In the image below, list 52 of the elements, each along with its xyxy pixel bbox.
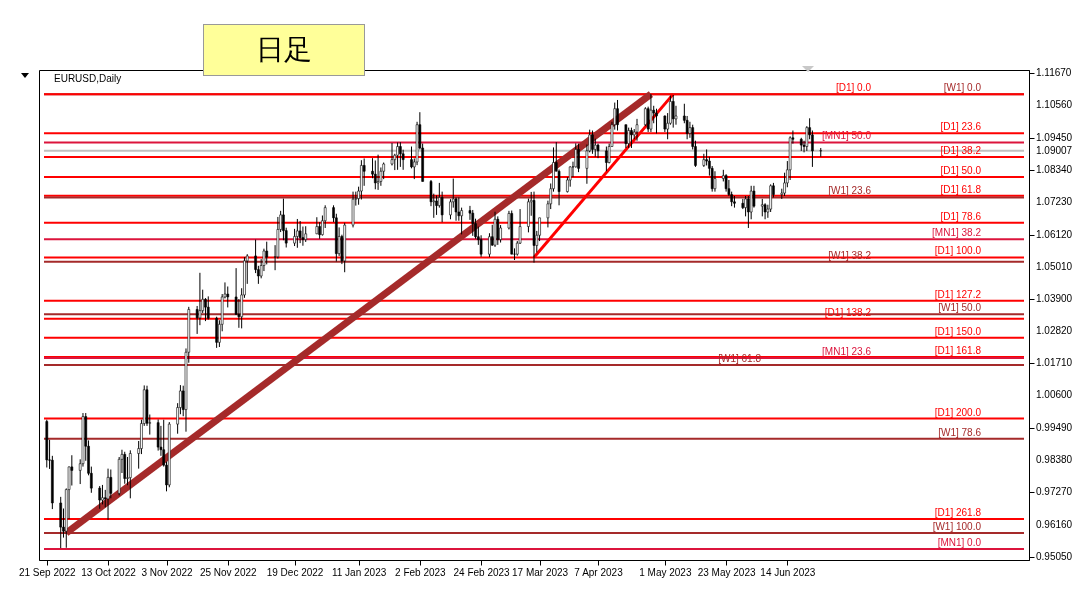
ref-line-label: [D1] 161.8: [934, 344, 982, 356]
x-tick-label: 3 Nov 2022: [141, 566, 194, 578]
y-tick-label: 1.01710: [1036, 357, 1073, 369]
y-tick-label: 1.00600: [1036, 389, 1073, 401]
x-tick-label: 14 Jun 2023: [760, 566, 816, 578]
x-tick-label: 19 Dec 2022: [266, 566, 324, 578]
ref-line-label: [D1] 50.0: [940, 165, 982, 177]
y-tick-label: 0.96160: [1036, 518, 1073, 530]
y-tick-label: 1.11670: [1036, 67, 1072, 79]
x-tick-label: 13 Oct 2022: [81, 566, 137, 578]
ref-line-label: [MN1] 38.2: [932, 227, 982, 239]
ref-line-label: [W1] 23.6: [828, 185, 872, 197]
x-tick-label: 11 Jan 2023: [331, 566, 387, 578]
x-tick-label: 2 Feb 2023: [395, 566, 447, 578]
ref-line-label: [W1] 78.6: [938, 426, 982, 438]
ref-line-label: [D1] 78.6: [940, 210, 982, 222]
y-tick-label: 1.03900: [1036, 293, 1073, 305]
x-tick-label: 24 Feb 2023: [453, 566, 511, 578]
ref-line-label: [D1] 23.6: [940, 121, 982, 133]
ref-line-label: [D1] 100.0: [934, 245, 982, 257]
ref-line-label: [D1] 0.0: [835, 82, 872, 94]
annotation: EURUSD,Daily: [54, 73, 122, 84]
ref-line-label: [D1] 61.8: [940, 183, 982, 195]
ref-line-label: [MN1] 0.0: [937, 536, 982, 548]
ref-line-label: [MN1] 23.6: [822, 346, 872, 358]
y-tick-label: 1.06120: [1036, 228, 1073, 240]
y-tick-label: 0.99490: [1036, 421, 1073, 433]
x-tick-label: 23 May 2023: [697, 566, 756, 578]
ref-line-label: [D1] 261.8: [934, 506, 982, 518]
ref-line-label: [W1] 61.8: [718, 353, 762, 365]
ref-line-label: [W1] 0.0: [943, 82, 982, 94]
x-tick-label: 7 Apr 2023: [574, 566, 624, 578]
ref-line-label: [W1] 50.0: [938, 302, 982, 314]
x-tick-label: 1 May 2023: [639, 566, 692, 578]
ref-line-label: [D1] 127.2: [934, 288, 982, 300]
y-tick-label: 1.07230: [1036, 196, 1073, 208]
y-tick-label: 1.09450: [1036, 131, 1073, 143]
x-tick-label: 17 Mar 2023: [511, 566, 569, 578]
y-tick-label: 1.08340: [1036, 164, 1073, 176]
x-tick-label: 21 Sep 2022: [18, 566, 77, 578]
y-tick-label: 1.10560: [1036, 99, 1073, 111]
ref-line-label: [D1] 38.2: [940, 145, 982, 156]
y-tick-label: 1.05010: [1036, 260, 1073, 272]
ref-line-label: [D1] 150.0: [934, 325, 982, 337]
y-tick-label: 1.09007: [1036, 144, 1073, 156]
ref-line-label: [D1] 200.0: [934, 406, 982, 418]
y-tick-label: 0.98380: [1036, 453, 1073, 465]
y-tick-label: 0.95050: [1036, 550, 1073, 562]
y-tick-label: 1.02820: [1036, 324, 1073, 336]
y-tick-label: 0.97270: [1036, 486, 1073, 498]
x-tick-label: 25 Nov 2022: [199, 566, 258, 578]
ref-line-label: [W1] 100.0: [932, 520, 982, 532]
